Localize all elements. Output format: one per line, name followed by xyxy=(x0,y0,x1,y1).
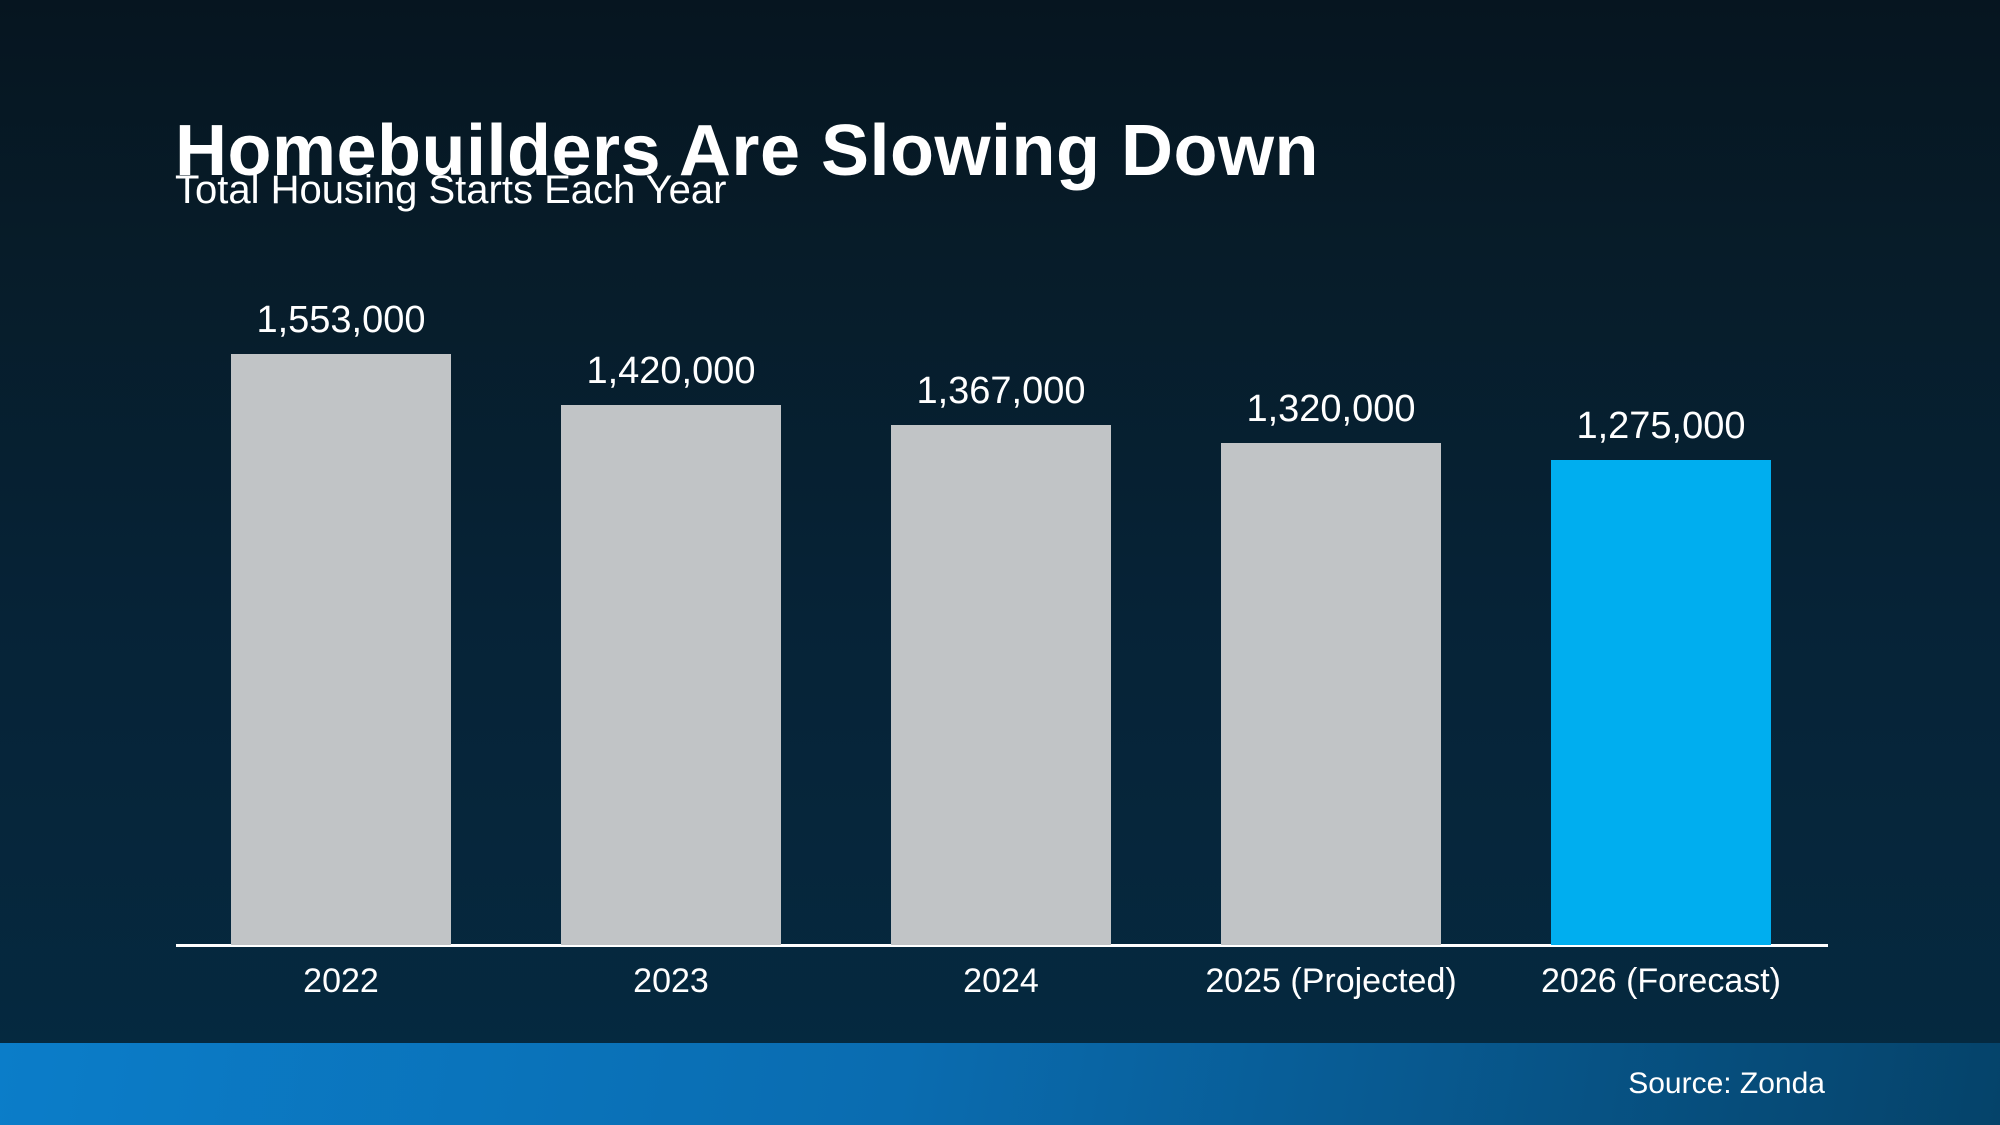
bar-2023 xyxy=(561,405,781,945)
bar-value-label-2022: 1,553,000 xyxy=(256,299,426,341)
bar-2022 xyxy=(231,354,451,945)
bar-2024 xyxy=(891,425,1111,945)
bar-value-label-2025-projected: 1,320,000 xyxy=(1246,388,1416,430)
bar-value-label-2024: 1,367,000 xyxy=(916,370,1086,412)
chart-title: Homebuilders Are Slowing Down xyxy=(175,111,1319,192)
x-axis-line xyxy=(176,944,1828,947)
x-axis-label-2025-projected: 2025 (Projected) xyxy=(1205,962,1457,1000)
footer-bar: Source: Zonda xyxy=(0,1043,2000,1125)
x-axis-label-2023: 2023 xyxy=(633,962,709,1000)
bar-value-label-2023: 1,420,000 xyxy=(586,350,756,392)
source-credit: Source: Zonda xyxy=(1628,1067,1825,1100)
x-axis-label-2026-forecast: 2026 (Forecast) xyxy=(1541,962,1781,1000)
x-axis-label-2022: 2022 xyxy=(303,962,379,1000)
bar-value-label-2026-forecast: 1,275,000 xyxy=(1576,405,1746,447)
bar-2026-forecast xyxy=(1551,460,1771,945)
x-axis-label-2024: 2024 xyxy=(963,962,1039,1000)
bar-2025-projected xyxy=(1221,443,1441,945)
chart-subtitle: Total Housing Starts Each Year xyxy=(175,168,727,212)
